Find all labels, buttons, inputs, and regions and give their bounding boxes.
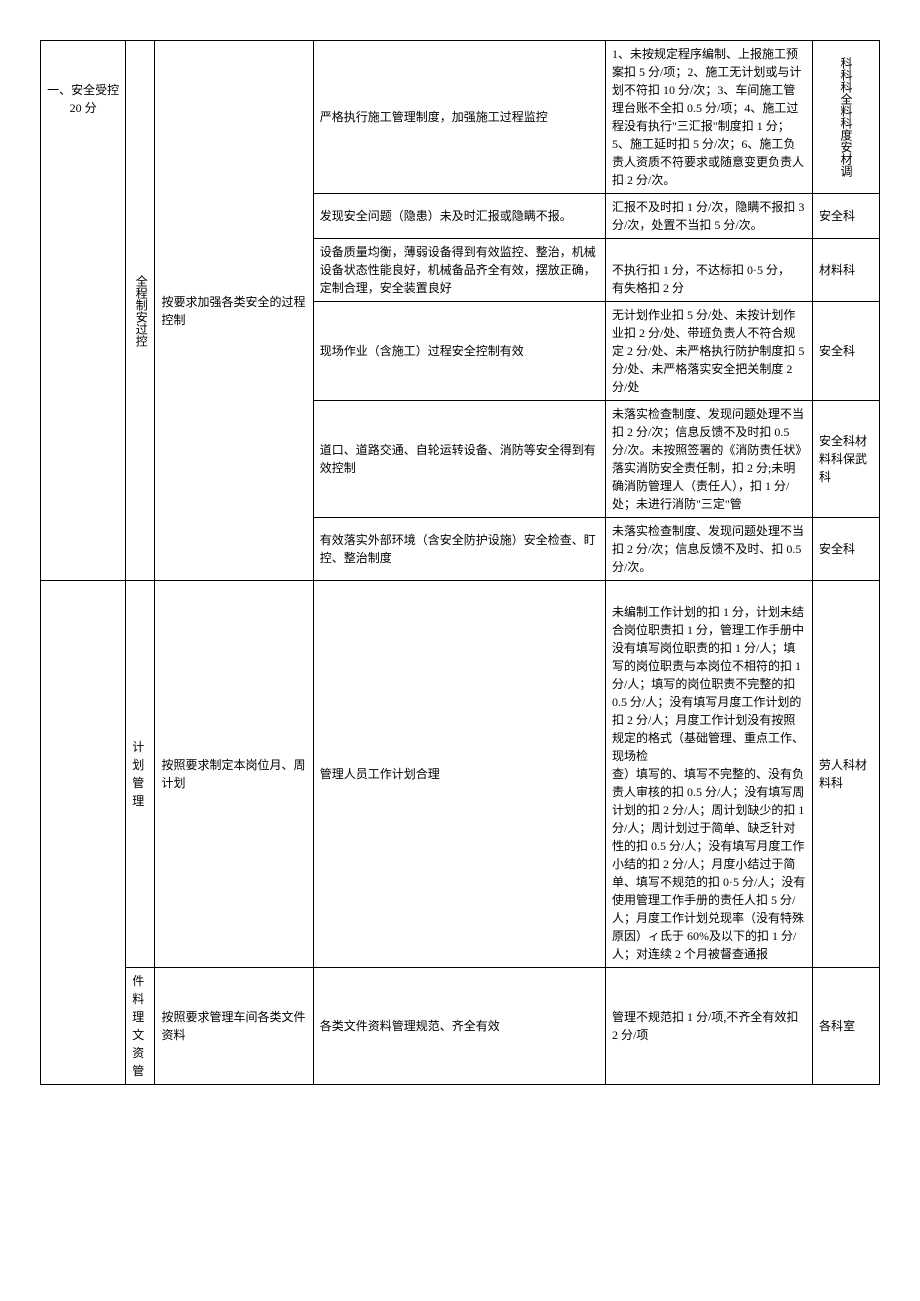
dept-text: 安全科材料科保武科 bbox=[819, 434, 867, 484]
table-row: 计划管理 按照要求制定本岗位月、周计划 管理人员工作计划合理 未编制工作计划的扣… bbox=[41, 581, 880, 968]
content-cell: 有效落实外部环境（含安全防护设施）安全检查、盯控、整治制度 bbox=[313, 518, 605, 581]
content-text: 各类文件资料管理规范、齐全有效 bbox=[320, 1019, 500, 1033]
requirement-text: 按照要求制定本岗位月、周计划 bbox=[161, 758, 305, 790]
dept-text: 安全科 bbox=[819, 209, 855, 223]
subcat-text: 全程制安过控 bbox=[132, 275, 150, 347]
requirement-text: 按照要求管理车间各类文件资料 bbox=[161, 1010, 305, 1042]
content-text: 严格执行施工管理制度，加强施工过程监控 bbox=[320, 110, 548, 124]
content-cell: 道口、道路交通、自轮运转设备、消防等安全得到有效控制 bbox=[313, 401, 605, 518]
content-cell: 设备质量均衡，薄弱设备得到有效监控、整治，机械设备状态性能良好，机械备品齐全有效… bbox=[313, 239, 605, 302]
content-text: 有效落实外部环境（含安全防护设施）安全检查、盯控、整治制度 bbox=[320, 533, 596, 565]
dept-cell: 安全科材料科保武科 bbox=[812, 401, 879, 518]
criteria-cell: 未落实检查制度、发现问题处理不当扣 2 分/次；信息反馈不及时扣 0.5 分/次… bbox=[605, 401, 812, 518]
criteria-cell: 管理不规范扣 1 分/项,不齐全有效扣 2 分/项 bbox=[605, 968, 812, 1085]
criteria-cell: 未编制工作计划的扣 1 分，计划未结合岗位职责扣 1 分，管理工作手册中没有填写… bbox=[605, 581, 812, 968]
table-row: 一、安全受控 20 分 全程制安过控 按要求加强各类安全的过程控制 严格执行施工… bbox=[41, 41, 880, 194]
content-text: 道口、道路交通、自轮运转设备、消防等安全得到有效控制 bbox=[320, 443, 596, 475]
criteria-cell: 1、未按规定程序编制、上报施工预案扣 5 分/项；2、施工无计划或与计划不符扣 … bbox=[605, 41, 812, 194]
category-cell bbox=[41, 581, 126, 1085]
subcat-cell: 计划管理 bbox=[126, 581, 155, 968]
requirement-cell: 按照要求管理车间各类文件资料 bbox=[155, 968, 313, 1085]
dept-cell: 劳人科材料科 bbox=[812, 581, 879, 968]
criteria-cell: 无计划作业扣 5 分/处、未按计划作业扣 2 分/处、带班负责人不符合规定 2 … bbox=[605, 302, 812, 401]
category-cell: 一、安全受控 20 分 bbox=[41, 41, 126, 581]
criteria-text: 汇报不及时扣 1 分/次，隐瞒不报扣 3 分/次，处置不当扣 5 分/次。 bbox=[612, 200, 804, 232]
dept-cell: 各科室 bbox=[812, 968, 879, 1085]
subcat-cell: 件料理文资管 bbox=[126, 968, 155, 1085]
criteria-text: 未落实检查制度、发现问题处理不当扣 2 分/次；信息反馈不及时、扣 0.5 分/… bbox=[612, 524, 804, 574]
criteria-text: 1、未按规定程序编制、上报施工预案扣 5 分/项；2、施工无计划或与计划不符扣 … bbox=[612, 47, 804, 187]
content-cell: 管理人员工作计划合理 bbox=[313, 581, 605, 968]
content-text: 管理人员工作计划合理 bbox=[320, 767, 440, 781]
content-cell: 现场作业（含施工）过程安全控制有效 bbox=[313, 302, 605, 401]
dept-text: 安全科 bbox=[819, 542, 855, 556]
subcat-cell: 全程制安过控 bbox=[126, 41, 155, 581]
dept-text: 劳人科材料科 bbox=[819, 758, 867, 790]
dept-text: 安全科 bbox=[819, 344, 855, 358]
requirement-text: 按要求加强各类安全的过程控制 bbox=[161, 295, 305, 327]
content-cell: 严格执行施工管理制度，加强施工过程监控 bbox=[313, 41, 605, 194]
table-row: 件料理文资管 按照要求管理车间各类文件资料 各类文件资料管理规范、齐全有效 管理… bbox=[41, 968, 880, 1085]
content-cell: 发现安全问题（隐患）未及时汇报或隐瞒不报。 bbox=[313, 194, 605, 239]
dept-text: 各科室 bbox=[819, 1019, 855, 1033]
criteria-cell: 不执行扣 1 分，不达标扣 0·5 分， 有失格扣 2 分 bbox=[605, 239, 812, 302]
content-cell: 各类文件资料管理规范、齐全有效 bbox=[313, 968, 605, 1085]
criteria-cell: 汇报不及时扣 1 分/次，隐瞒不报扣 3 分/次，处置不当扣 5 分/次。 bbox=[605, 194, 812, 239]
dept-cell: 安全科 bbox=[812, 302, 879, 401]
criteria-text: 未编制工作计划的扣 1 分，计划未结合岗位职责扣 1 分，管理工作手册中没有填写… bbox=[612, 605, 805, 961]
criteria-text: 未落实检查制度、发现问题处理不当扣 2 分/次；信息反馈不及时扣 0.5 分/次… bbox=[612, 407, 804, 511]
dept-cell: 安全科 bbox=[812, 194, 879, 239]
requirement-cell: 按要求加强各类安全的过程控制 bbox=[155, 41, 313, 581]
requirement-cell: 按照要求制定本岗位月、周计划 bbox=[155, 581, 313, 968]
assessment-table: 一、安全受控 20 分 全程制安过控 按要求加强各类安全的过程控制 严格执行施工… bbox=[40, 40, 880, 1085]
subcat-text: 件料理文资管 bbox=[132, 972, 148, 1080]
content-text: 设备质量均衡，薄弱设备得到有效监控、整治，机械设备状态性能良好，机械备品齐全有效… bbox=[320, 245, 596, 295]
category-text: 一、安全受控 20 分 bbox=[47, 81, 119, 117]
dept-text: 材料科 bbox=[819, 263, 855, 277]
criteria-text: 不执行扣 1 分，不达标扣 0·5 分， 有失格扣 2 分 bbox=[612, 263, 790, 295]
dept-text: 科科科全料科度安材调 bbox=[837, 57, 855, 177]
subcat-text: 计划管理 bbox=[132, 738, 148, 810]
criteria-cell: 未落实检查制度、发现问题处理不当扣 2 分/次；信息反馈不及时、扣 0.5 分/… bbox=[605, 518, 812, 581]
content-text: 现场作业（含施工）过程安全控制有效 bbox=[320, 344, 524, 358]
dept-cell: 安全科 bbox=[812, 518, 879, 581]
criteria-text: 管理不规范扣 1 分/项,不齐全有效扣 2 分/项 bbox=[612, 1010, 798, 1042]
content-text: 发现安全问题（隐患）未及时汇报或隐瞒不报。 bbox=[320, 209, 572, 223]
dept-cell: 科科科全料科度安材调 bbox=[812, 41, 879, 194]
criteria-text: 无计划作业扣 5 分/处、未按计划作业扣 2 分/处、带班负责人不符合规定 2 … bbox=[612, 308, 804, 394]
dept-cell: 材料科 bbox=[812, 239, 879, 302]
